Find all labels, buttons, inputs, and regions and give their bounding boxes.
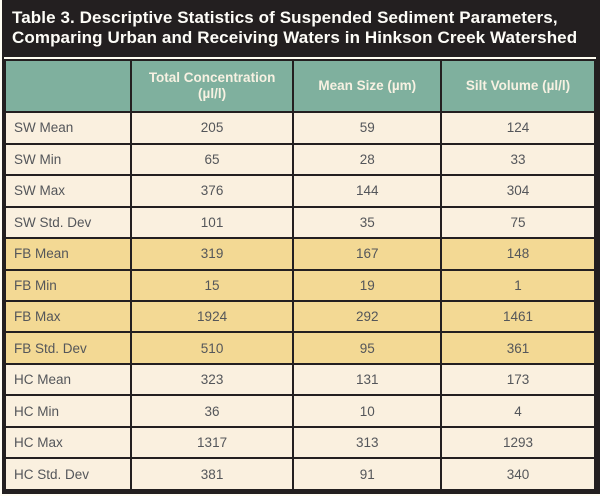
value-cell: 95 [292,331,442,365]
value-cell: 381 [129,457,295,491]
table-row-sw-min: SW Min 65 28 33 [4,142,597,177]
value-cell: 35 [292,205,442,240]
row-label-cell: FB Std. Dev [4,331,132,365]
row-label-cell: FB Mean [4,237,132,271]
value-cell: 75 [439,205,597,240]
table-row-fb-min: FB Min 15 19 1 [4,268,597,303]
value-cell: 33 [439,142,597,177]
value-cell: 361 [439,331,597,365]
table-row-hc-stddev: HC Std. Dev 381 91 340 [4,457,597,491]
value-cell: 1461 [439,299,597,334]
value-cell: 1 [439,268,597,303]
value-cell: 1317 [129,425,295,460]
table-row-hc-max: HC Max 1317 313 1293 [4,425,597,460]
table-row-hc-mean: HC Mean 323 131 173 [4,362,597,397]
table-row-sw-stddev: SW Std. Dev 101 35 75 [4,205,597,240]
value-cell: 19 [292,268,442,303]
table-title: Table 3. Descriptive Statistics of Suspe… [4,0,596,58]
value-cell: 376 [129,174,295,208]
row-label-cell: HC Mean [4,362,132,397]
value-cell: 59 [292,111,442,145]
header-row: Total Concentration (µl/l) Mean Size (µm… [4,59,597,114]
value-cell: 304 [439,174,597,208]
value-cell: 124 [439,111,597,145]
row-label-cell: SW Min [4,142,132,177]
value-cell: 173 [439,362,597,397]
row-label-cell: FB Max [4,299,132,334]
value-cell: 131 [292,362,442,397]
table-row-fb-stddev: FB Std. Dev 510 95 361 [4,331,597,365]
value-cell: 323 [129,362,295,397]
table-row-fb-max: FB Max 1924 292 1461 [4,299,597,334]
value-cell: 144 [292,174,442,208]
column-header-silt-volume: Silt Volume (µl/l) [439,59,597,114]
table-row-sw-max: SW Max 376 144 304 [4,174,597,208]
row-label-cell: HC Max [4,425,132,460]
value-cell: 340 [439,457,597,491]
value-cell: 313 [292,425,442,460]
column-header-mean-size: Mean Size (µm) [292,59,442,114]
value-cell: 292 [292,299,442,334]
value-cell: 1293 [439,425,597,460]
table-row-sw-mean: SW Mean 205 59 124 [4,111,597,145]
value-cell: 148 [439,237,597,271]
value-cell: 101 [129,205,295,240]
descriptive-statistics-table: Total Concentration (µl/l) Mean Size (µm… [4,59,597,491]
value-cell: 28 [292,142,442,177]
value-cell: 91 [292,457,442,491]
table-row-fb-mean: FB Mean 319 167 148 [4,237,597,271]
value-cell: 319 [129,237,295,271]
row-label-cell: HC Std. Dev [4,457,132,491]
value-cell: 167 [292,237,442,271]
column-header-empty [4,59,132,114]
row-label-cell: FB Min [4,268,132,303]
value-cell: 205 [129,111,295,145]
value-cell: 510 [129,331,295,365]
row-label-cell: HC Min [4,394,132,428]
column-header-total-concentration: Total Concentration (µl/l) [129,59,295,114]
table-header: Total Concentration (µl/l) Mean Size (µm… [4,59,597,114]
value-cell: 36 [129,394,295,428]
row-label-cell: SW Mean [4,111,132,145]
row-label-cell: SW Max [4,174,132,208]
value-cell: 10 [292,394,442,428]
value-cell: 1924 [129,299,295,334]
table-body: SW Mean 205 59 124 SW Min 65 28 33 SW Ma… [4,111,597,491]
value-cell: 15 [129,268,295,303]
table-row-hc-min: HC Min 36 10 4 [4,394,597,428]
title-divider [4,57,596,60]
value-cell: 65 [129,142,295,177]
value-cell: 4 [439,394,597,428]
row-label-cell: SW Std. Dev [4,205,132,240]
